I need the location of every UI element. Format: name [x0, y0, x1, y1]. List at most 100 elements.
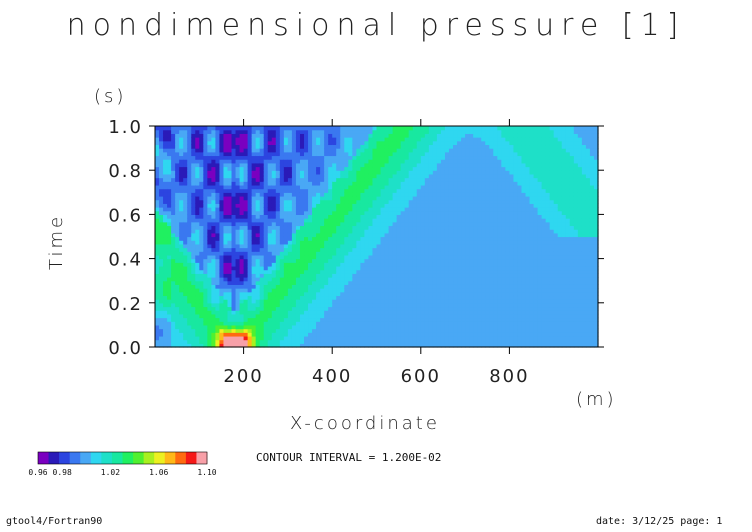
heatmap-cell: [336, 262, 341, 267]
heatmap-cell: [195, 313, 200, 319]
heatmap-cell: [332, 214, 337, 219]
heatmap-cell: [255, 207, 261, 212]
heatmap-cell: [376, 218, 382, 223]
heatmap-cell: [457, 288, 462, 293]
heatmap-cell: [231, 313, 237, 319]
heatmap-cell: [239, 166, 245, 171]
heatmap-cell: [199, 170, 204, 175]
heatmap-cell: [271, 288, 277, 293]
heatmap-cell: [473, 133, 478, 138]
heatmap-cell: [179, 251, 184, 256]
heatmap-cell: [448, 170, 454, 175]
heatmap-cell: [461, 207, 466, 212]
heatmap-cell: [308, 188, 313, 193]
heatmap-cell: [432, 269, 438, 274]
heatmap-cell: [336, 284, 341, 289]
heatmap-cell: [211, 310, 217, 315]
heatmap-cell: [356, 273, 361, 278]
heatmap-cell: [364, 232, 370, 238]
heatmap-cell: [477, 207, 482, 212]
heatmap-cell: [295, 225, 301, 230]
heatmap-cell: [255, 137, 261, 142]
heatmap-cell: [279, 306, 285, 311]
heatmap-cell: [400, 188, 406, 193]
heatmap-cell: [155, 310, 160, 315]
heatmap-cell: [324, 273, 329, 278]
heatmap-cell: [400, 284, 406, 289]
heatmap-cell: [207, 335, 212, 341]
heatmap-cell: [408, 306, 414, 311]
heatmap-cell: [344, 148, 349, 153]
heatmap-cell: [251, 184, 257, 190]
heatmap-cell: [279, 210, 285, 215]
heatmap-cell: [219, 126, 225, 131]
heatmap-cell: [396, 177, 402, 182]
heatmap-cell: [251, 313, 257, 319]
heatmap-cell: [271, 192, 277, 197]
heatmap-cell: [179, 173, 184, 179]
heatmap-cell: [388, 269, 394, 274]
heatmap-cell: [191, 313, 196, 319]
heatmap-cell: [219, 218, 225, 223]
heatmap-cell: [340, 324, 345, 330]
heatmap-cell: [444, 269, 450, 274]
heatmap-cell: [227, 313, 233, 319]
heatmap-cell: [428, 170, 434, 175]
heatmap-cell: [408, 207, 414, 212]
heatmap-cell: [348, 229, 353, 234]
heatmap-cell: [227, 195, 233, 201]
heatmap-cell: [247, 339, 253, 344]
heatmap-cell: [183, 140, 188, 146]
heatmap-cell: [416, 306, 422, 311]
heatmap-cell: [364, 229, 370, 234]
heatmap-cell: [279, 140, 285, 146]
heatmap-cell: [368, 210, 374, 215]
heatmap-cell: [424, 291, 430, 297]
heatmap-cell: [332, 140, 337, 146]
heatmap-cell: [485, 195, 490, 201]
heatmap-cell: [388, 258, 394, 263]
heatmap-cell: [328, 144, 333, 149]
heatmap-cell: [444, 306, 450, 311]
heatmap-cell: [396, 236, 402, 241]
heatmap-cell: [408, 137, 414, 142]
heatmap-cell: [412, 155, 418, 160]
heatmap-cell: [416, 328, 422, 333]
heatmap-cell: [171, 306, 176, 311]
heatmap-cell: [408, 247, 414, 252]
heatmap-cell: [380, 210, 386, 215]
heatmap-cell: [444, 273, 450, 278]
heatmap-cell: [356, 144, 361, 149]
heatmap-cell: [295, 236, 301, 241]
heatmap-cell: [416, 247, 422, 252]
heatmap-cell: [247, 155, 253, 160]
heatmap-cell: [223, 299, 229, 304]
heatmap-cell: [404, 184, 410, 190]
heatmap-cell: [473, 302, 478, 308]
heatmap-cell: [271, 313, 277, 319]
heatmap-cell: [408, 251, 414, 256]
heatmap-cell: [223, 262, 229, 267]
heatmap-cell: [287, 170, 293, 175]
heatmap-cell: [312, 207, 317, 212]
heatmap-cell: [215, 173, 221, 179]
heatmap-cell: [364, 133, 370, 138]
heatmap-cell: [457, 232, 462, 238]
heatmap-cell: [340, 335, 345, 341]
heatmap-cell: [461, 269, 466, 274]
heatmap-cell: [267, 302, 273, 308]
heatmap-cell: [291, 203, 297, 208]
heatmap-cell: [380, 313, 386, 319]
heatmap-cell: [360, 137, 366, 142]
heatmap-cell: [215, 324, 221, 330]
heatmap-cell: [255, 140, 261, 146]
heatmap-cell: [167, 313, 172, 319]
heatmap-cell: [428, 181, 434, 186]
heatmap-cell: [155, 247, 160, 252]
heatmap-cell: [364, 155, 370, 160]
heatmap-cell: [316, 273, 321, 278]
heatmap-cell: [461, 140, 466, 146]
heatmap-cell: [424, 181, 430, 186]
heatmap-cell: [175, 173, 180, 179]
heatmap-cell: [199, 133, 204, 138]
